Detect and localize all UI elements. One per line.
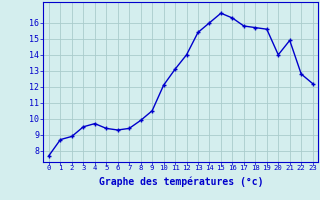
X-axis label: Graphe des températures (°c): Graphe des températures (°c) bbox=[99, 176, 263, 187]
